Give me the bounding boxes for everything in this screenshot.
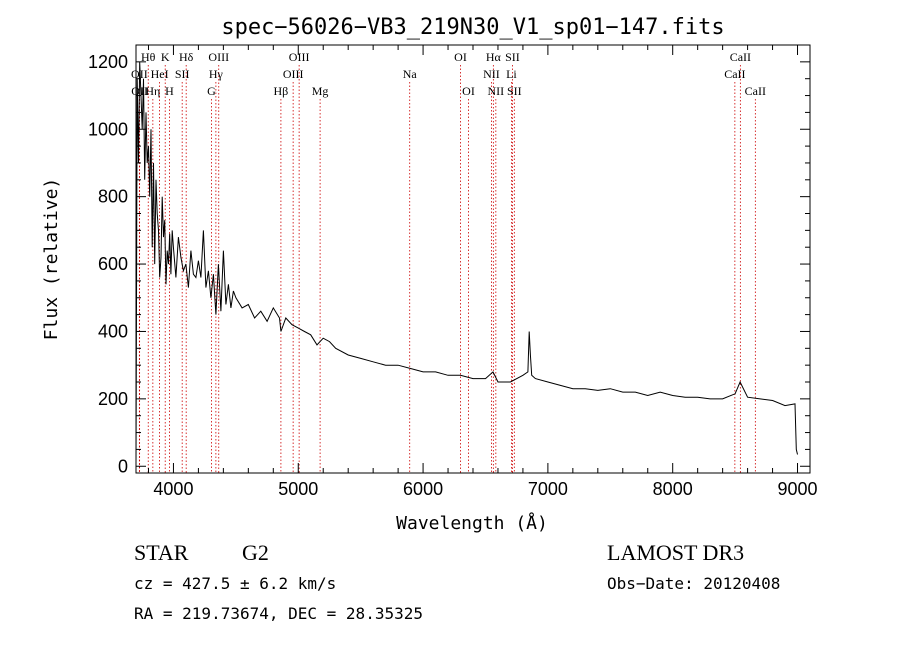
obs-date: Obs−Date: 20120408 <box>607 574 781 593</box>
marker-label-23: Li <box>506 67 517 81</box>
survey-name: LAMOST DR3 <box>607 540 745 565</box>
marker-label-14: OIII <box>283 67 304 81</box>
marker-label-16: Na <box>403 67 418 81</box>
marker-label-3: Hη <box>145 84 160 98</box>
y-tick-label-1: 200 <box>98 389 128 409</box>
marker-label-21: NII <box>488 84 505 98</box>
marker-label-15: Mg <box>312 84 329 98</box>
chart-title: spec−56026−VB3_219N30_V1_sp01−147.fits <box>221 15 724 40</box>
marker-label-6: H <box>165 84 174 98</box>
marker-label-8: SII <box>175 67 190 81</box>
marker-label-9: OIII <box>208 50 229 64</box>
marker-label-24: SII <box>507 84 522 98</box>
marker-label-19: Hα <box>486 50 502 64</box>
marker-label-26: CaII <box>724 67 745 81</box>
marker-label-25: CaII <box>730 50 751 64</box>
object-subclass: G2 <box>242 540 269 565</box>
y-tick-label-3: 600 <box>98 254 128 274</box>
marker-label-0: Hθ <box>141 50 156 64</box>
spectrum-line <box>135 61 798 465</box>
x-tick-label-4: 8000 <box>653 479 693 499</box>
y-tick-label-0: 0 <box>118 456 128 476</box>
marker-label-18: OI <box>462 84 475 98</box>
marker-label-5: HeI <box>151 67 169 81</box>
marker-label-13: OIII <box>289 50 310 64</box>
x-tick-label-2: 6000 <box>403 479 443 499</box>
y-axis-label: Flux (relative) <box>41 178 62 341</box>
object-class: STAR <box>134 540 189 565</box>
marker-label-20: NII <box>483 67 500 81</box>
y-tick-label-4: 800 <box>98 187 128 207</box>
plot-frame <box>135 44 811 474</box>
marker-label-22: SII <box>505 50 520 64</box>
marker-label-11: G <box>207 84 216 98</box>
x-tick-label-1: 5000 <box>278 479 318 499</box>
marker-label-7: Hδ <box>179 50 194 64</box>
x-tick-label-3: 7000 <box>528 479 568 499</box>
y-axis: 0 200 400 600 800 1000 1200 <box>88 44 810 476</box>
x-axis-label: Wavelength (Å) <box>396 512 548 534</box>
x-tick-label-0: 4000 <box>153 479 193 499</box>
ra-dec: RA = 219.73674, DEC = 28.35325 <box>134 604 423 623</box>
marker-label-17: OI <box>454 50 467 64</box>
spectrum-series <box>135 61 798 465</box>
x-axis: 4000 5000 6000 7000 8000 9000 <box>147 45 818 499</box>
y-tick-label-5: 1000 <box>88 119 128 139</box>
x-tick-label-5: 9000 <box>777 479 817 499</box>
marker-label-12: Hβ <box>274 84 289 98</box>
y-tick-label-6: 1200 <box>88 52 128 72</box>
marker-label-4: K <box>161 50 170 64</box>
y-tick-label-2: 400 <box>98 321 128 341</box>
marker-label-10: Hγ <box>209 67 224 81</box>
marker-label-27: CaII <box>745 84 766 98</box>
redshift-cz: cz = 427.5 ± 6.2 km/s <box>134 574 337 593</box>
